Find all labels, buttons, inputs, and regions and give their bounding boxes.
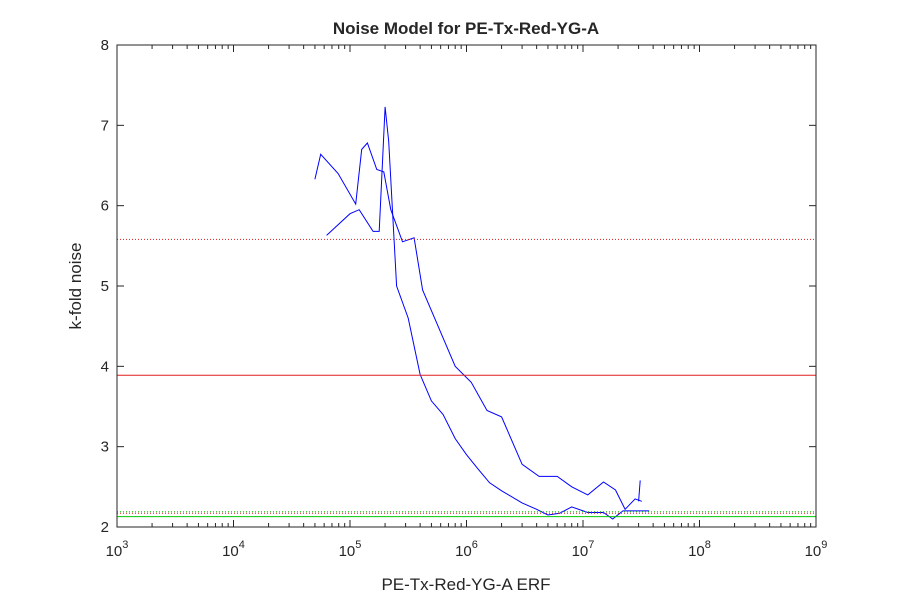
series-line-0 [314, 142, 642, 511]
chart-title: Noise Model for PE-Tx-Red-YG-A [333, 19, 599, 38]
y-tick-label: 8 [101, 37, 109, 54]
plot-area [117, 45, 816, 527]
x-tick-label: 106 [455, 539, 478, 560]
y-tick-label: 5 [101, 278, 109, 295]
series-layer [117, 106, 816, 520]
y-axis-label: k-fold noise [66, 243, 85, 330]
y-tick-label: 3 [101, 439, 109, 456]
x-axis-label: PE-Tx-Red-YG-A ERF [381, 575, 550, 594]
x-tick-label: 105 [339, 539, 362, 560]
series-line-1 [326, 106, 650, 520]
x-tick-label: 103 [106, 539, 129, 560]
x-tick-label: 107 [572, 539, 595, 560]
y-tick-label: 2 [101, 519, 109, 536]
ticks-layer: 103 104 105 106 107 108 109 2 3 4 5 6 7 8 [101, 37, 828, 560]
x-tick-label: 104 [222, 539, 245, 560]
series-line-2 [638, 480, 641, 502]
y-tick-label: 4 [101, 358, 109, 375]
x-tick-label: 108 [688, 539, 711, 560]
y-tick-label: 6 [101, 198, 109, 215]
x-tick-label: 109 [805, 539, 828, 560]
y-tick-label: 7 [101, 117, 109, 134]
